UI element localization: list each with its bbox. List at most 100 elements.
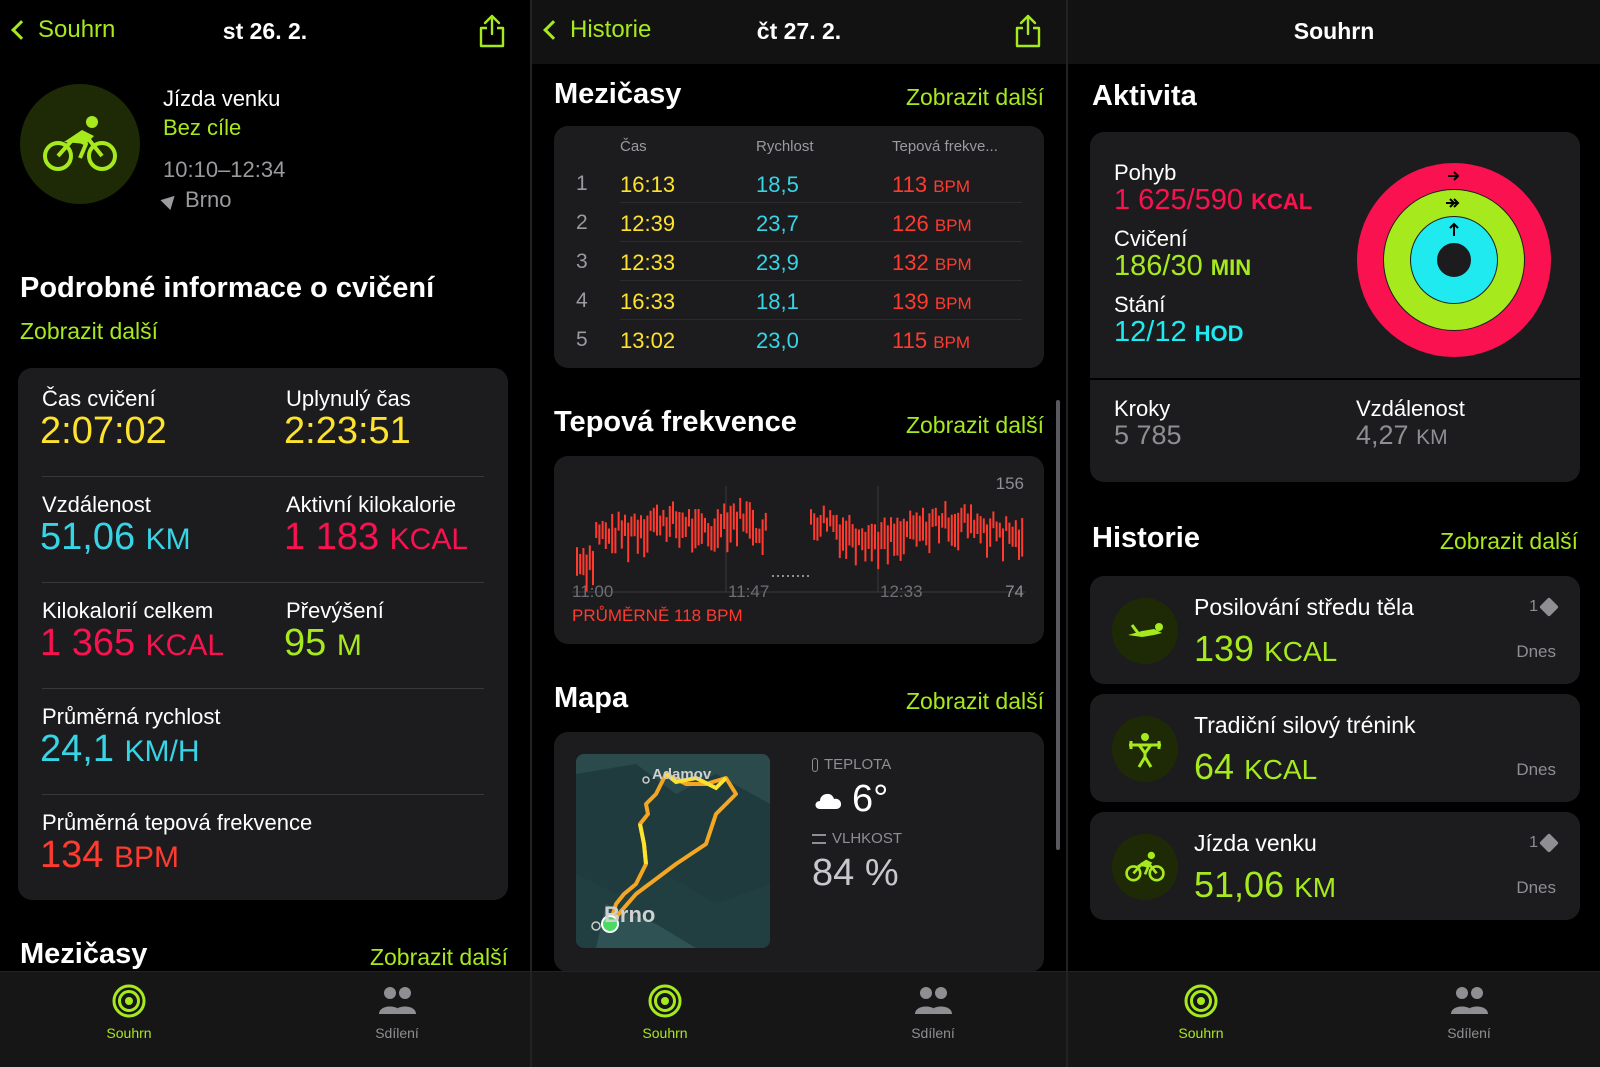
hr-bar (595, 522, 598, 538)
split-number: 1 (576, 172, 588, 195)
hr-bar (1014, 520, 1017, 547)
hr-bar (883, 517, 886, 550)
history-item-strength[interactable]: Tradiční silový trénink 64 KCAL Dnes (1090, 694, 1580, 802)
scrollbar[interactable] (1056, 400, 1060, 850)
tab-summary[interactable]: Souhrn (69, 984, 189, 1041)
tab-sharing-label: Sdílení (911, 1025, 955, 1041)
hr-bar (867, 525, 870, 549)
hr-bar (822, 505, 825, 524)
hr-bar (848, 514, 851, 546)
hr-bar (707, 523, 710, 547)
hr-bar (739, 497, 742, 519)
hr-bar (982, 518, 985, 534)
hr-bar (736, 511, 738, 547)
history-more-link[interactable]: Zobrazit další (1439, 528, 1578, 554)
hr-bar (995, 521, 998, 542)
tab-bar: Souhrn Sdílení (1068, 971, 1600, 1067)
activity-title: Aktivita (1092, 80, 1197, 112)
route-map[interactable]: Adamov Brno (576, 754, 770, 948)
tab-sharing[interactable]: Sdílení (873, 984, 993, 1041)
tab-sharing-label: Sdílení (1447, 1025, 1491, 1041)
splits-more-link[interactable]: Zobrazit další (369, 944, 508, 970)
avg-speed-label: Průměrná rychlost (42, 704, 221, 729)
tab-bar: Souhrn Sdílení (0, 971, 530, 1067)
bicycle-icon (43, 116, 117, 171)
hr-bar (976, 513, 979, 534)
tab-sharing-label: Sdílení (375, 1025, 419, 1041)
hr-bar (957, 512, 960, 551)
share-icon[interactable] (478, 14, 506, 48)
hr-bar (684, 516, 687, 537)
history-item-date: Dnes (1516, 642, 1556, 661)
hr-bar (640, 515, 642, 539)
tab-summary[interactable]: Souhrn (605, 984, 725, 1041)
history-item-name: Jízda venku (1194, 830, 1317, 856)
hr-bar (588, 545, 591, 571)
hr-bar (764, 512, 767, 531)
hr-bar (813, 513, 816, 540)
hr-bar (1008, 522, 1011, 544)
hr-bar (675, 511, 678, 539)
col-hr-header: Tepová frekve... (892, 138, 998, 155)
hr-bar (992, 511, 995, 529)
heart-more-link[interactable]: Zobrazit další (905, 412, 1044, 438)
hr-bar (864, 531, 867, 562)
col-time-header: Čas (620, 138, 647, 155)
hr-bar (947, 517, 950, 542)
back-button[interactable]: Souhrn (8, 16, 115, 44)
map-title: Mapa (554, 682, 629, 714)
hr-bar (713, 518, 716, 552)
hr-bar (643, 519, 646, 558)
splits-more-link[interactable]: Zobrazit další (905, 84, 1044, 110)
hr-bar (624, 514, 626, 536)
hr-bar (922, 507, 924, 541)
hr-bar (826, 517, 828, 532)
back-button[interactable]: Historie (540, 16, 651, 44)
hr-bar (761, 519, 764, 555)
hr-bar (851, 524, 854, 548)
map-more-link[interactable]: Zobrazit další (905, 688, 1044, 714)
route-map-graphic (576, 754, 770, 948)
panel-divider (1066, 0, 1068, 1067)
hr-bar (748, 502, 751, 539)
history-item-cycling[interactable]: Jízda venku 51,06 KM 1 Dnes (1090, 812, 1580, 920)
tab-sharing[interactable]: Sdílení (1409, 984, 1529, 1041)
details-more-link[interactable]: Zobrazit další (20, 318, 159, 344)
hr-bar (665, 517, 668, 542)
tab-sharing[interactable]: Sdílení (337, 984, 457, 1041)
avg-hr-value: 134 BPM (40, 834, 179, 876)
move-value: 1 625/590 KCAL (1114, 184, 1313, 216)
hr-bar (681, 512, 684, 538)
navbar: Souhrn (1068, 0, 1600, 64)
history-item-name: Posilování středu těla (1194, 594, 1414, 620)
split-row: 1 16:13 18,5 113 BPM (554, 164, 1044, 203)
hr-bar (700, 513, 703, 544)
hr-bar (1002, 528, 1004, 562)
humidity-icon (812, 833, 826, 844)
hr-bar (944, 501, 947, 529)
hr-bar (902, 518, 905, 555)
history-item-core[interactable]: Posilování středu těla 139 KCAL 1 Dnes (1090, 576, 1580, 684)
hr-max-label: 156 (995, 474, 1024, 493)
page-title: st 26. 2. (222, 18, 308, 44)
splits-title: Mezičasy (20, 938, 148, 970)
hr-bar (636, 519, 639, 554)
hr-bar (598, 524, 601, 545)
hr-bar (742, 513, 745, 532)
hr-min-label: 74 (1005, 582, 1024, 601)
hr-bar (585, 554, 588, 592)
tab-summary[interactable]: Souhrn (1141, 984, 1261, 1041)
hr-bar (858, 529, 860, 546)
split-row: 5 13:02 23,0 115 BPM (554, 320, 1044, 359)
hr-bar (854, 528, 857, 566)
exercise-time-value: 2:07:02 (40, 410, 167, 452)
hr-bar (986, 524, 988, 558)
active-kcal-value: 1 183 KCAL (284, 516, 469, 558)
steps-value: 5 785 (1114, 420, 1182, 450)
workout-detail-panel-2: Historie čt 27. 2. Mezičasy Zobrazit dal… (532, 0, 1066, 1067)
share-icon[interactable] (1014, 14, 1042, 48)
activity-distance-label: Vzdálenost (1356, 396, 1465, 421)
navbar: Souhrn st 26. 2. (0, 0, 530, 64)
split-hr: 115 BPM (892, 328, 971, 353)
activity-card[interactable]: Pohyb 1 625/590 KCAL Cvičení 186/30 MIN … (1090, 132, 1580, 482)
